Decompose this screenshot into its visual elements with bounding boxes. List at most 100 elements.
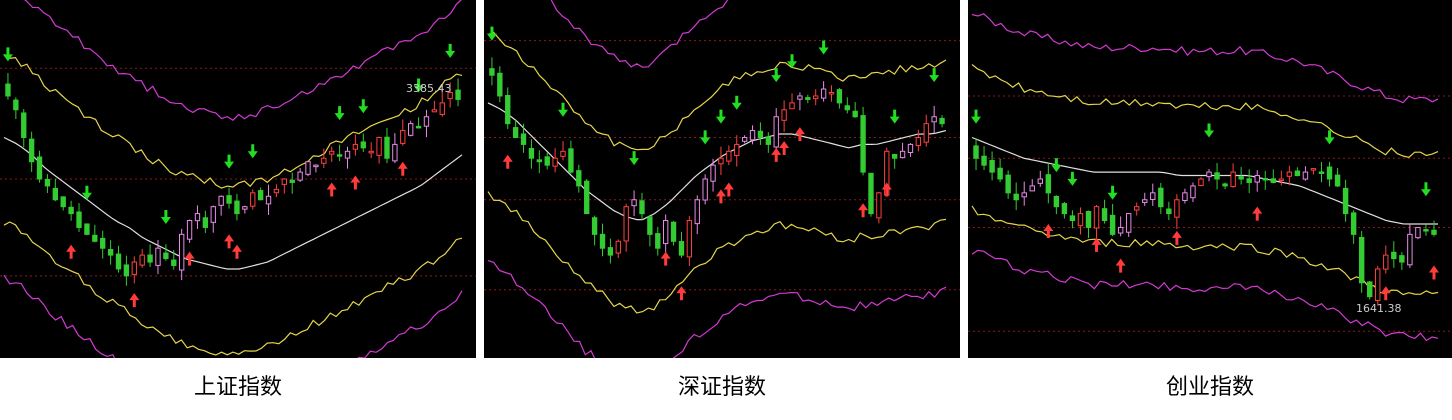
candle-body (1334, 174, 1341, 187)
candle (536, 150, 542, 174)
candle-body (584, 180, 590, 215)
candle-body (781, 109, 787, 121)
candle (1431, 220, 1437, 237)
candle (305, 160, 311, 177)
candle (876, 191, 882, 224)
candle-body (1037, 178, 1044, 184)
candle-body (289, 179, 295, 183)
chart-panel-shenzhen[interactable] (484, 0, 960, 358)
candle (789, 93, 795, 110)
sell-arrow-icon (358, 99, 369, 114)
candle (1174, 194, 1180, 230)
candle-body (1053, 195, 1060, 208)
sell-arrow-icon (413, 78, 424, 93)
candle-body (1198, 178, 1204, 186)
candle (915, 129, 922, 152)
sell-arrow-icon (2, 47, 13, 62)
candle-body (1383, 254, 1389, 270)
candle-body (1431, 229, 1437, 235)
candle (1350, 210, 1357, 244)
candle (1182, 188, 1188, 204)
candle-body (297, 171, 303, 181)
candle (257, 187, 264, 201)
candle-body (368, 150, 374, 154)
candle (757, 122, 764, 145)
candle (321, 148, 327, 169)
candle (765, 132, 771, 153)
candle (989, 151, 995, 181)
buy-arrow-icon (224, 234, 235, 249)
chart-panel-chinext[interactable]: 1641.38 (968, 0, 1452, 358)
candle (892, 153, 898, 169)
candle (100, 230, 106, 259)
candle (1391, 241, 1397, 268)
candle-body (702, 178, 708, 201)
candle (1045, 163, 1052, 204)
sell-arrow-icon (445, 43, 456, 58)
sell-arrow-icon (160, 209, 171, 224)
candle-body (115, 253, 122, 270)
candle-body (1262, 177, 1268, 181)
candle (623, 203, 629, 252)
candle-body (265, 195, 272, 205)
buy-arrow-icon (231, 244, 242, 259)
candle (423, 109, 430, 138)
candle (663, 214, 669, 254)
candle-body (615, 240, 621, 254)
candle (497, 66, 503, 103)
candle-body (749, 130, 756, 141)
chart-panel-shanghai[interactable]: 3385.43 (0, 0, 476, 358)
candle-body (576, 170, 582, 187)
candle (505, 87, 511, 129)
candle (5, 73, 11, 100)
candle (1254, 170, 1260, 192)
buy-arrow-icon (723, 182, 734, 197)
band-inner-upper (971, 64, 1439, 158)
candle (678, 231, 685, 258)
candle (28, 131, 35, 172)
sell-arrow-icon (1067, 171, 1078, 186)
sell-arrow-icon (771, 68, 782, 83)
candle (147, 244, 153, 268)
candle-body (1294, 170, 1301, 177)
candle-body (415, 125, 422, 129)
candle (1214, 163, 1220, 190)
candle-body (1286, 171, 1293, 177)
candle (447, 82, 453, 108)
candle-body (623, 206, 629, 242)
candle (773, 108, 779, 151)
candle (289, 172, 295, 194)
candle (107, 240, 114, 265)
candle-body (1206, 171, 1212, 178)
candle-body (218, 195, 224, 206)
band-outer-upper (24, 0, 462, 121)
candle (1133, 202, 1140, 216)
candlestick-chart-chinext: 1641.38 (968, 13, 1452, 342)
moving-average-line (3, 136, 463, 270)
candle-body (931, 116, 937, 123)
candle (1166, 201, 1172, 221)
candle-body (408, 123, 414, 136)
candle-body (44, 178, 51, 187)
candle-body (607, 247, 614, 256)
candle (131, 256, 137, 284)
candle-body (1270, 178, 1277, 183)
candle (139, 249, 145, 268)
candle (805, 94, 811, 104)
candle (931, 105, 937, 134)
candle-body (5, 83, 11, 97)
candle-body (655, 233, 661, 249)
candle (655, 226, 661, 256)
candle (163, 244, 169, 261)
candle (584, 179, 590, 215)
candle (1318, 162, 1325, 183)
candle (297, 167, 303, 182)
candle (615, 239, 621, 259)
candle (226, 187, 232, 209)
candle (1190, 182, 1196, 203)
candle (21, 109, 27, 148)
candle-body (852, 110, 858, 118)
candle-body (1278, 178, 1285, 181)
candle-body (1174, 199, 1180, 218)
candle-body (639, 200, 645, 215)
